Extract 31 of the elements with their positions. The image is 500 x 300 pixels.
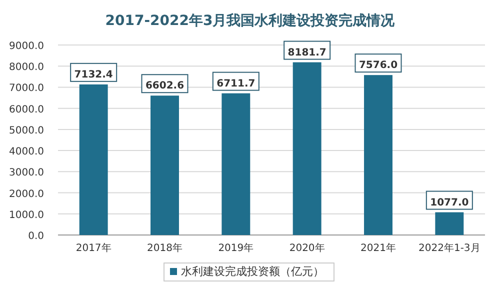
y-tick-label: 7000.0 bbox=[9, 83, 44, 94]
text: 8181.7 bbox=[288, 47, 326, 58]
bar bbox=[150, 96, 179, 235]
x-tick-label: 2021年 bbox=[360, 242, 396, 254]
text: 1077.0 bbox=[430, 197, 469, 208]
bar bbox=[435, 212, 464, 235]
y-tick-label: 2000.0 bbox=[9, 188, 44, 200]
bar bbox=[222, 93, 250, 235]
bar bbox=[292, 62, 322, 235]
x-tick-label: 2022年1-3月 bbox=[418, 242, 480, 254]
y-tick-label: 9000.0 bbox=[9, 41, 44, 52]
y-tick-label: 1000.0 bbox=[9, 210, 44, 221]
x-tick-label: 2017年 bbox=[76, 242, 112, 254]
chart-title: 2017-2022年3月我国水利建设投资完成情况 bbox=[105, 12, 396, 29]
y-tick-label: 5000.0 bbox=[9, 125, 44, 136]
text: 7576.0 bbox=[358, 60, 398, 72]
legend: 水利建设完成投资额（亿元） bbox=[164, 262, 334, 282]
y-tick-label: 8000.0 bbox=[9, 62, 44, 74]
y-tick-label: 6000.0 bbox=[9, 104, 44, 116]
y-tick-label: 3000.0 bbox=[9, 168, 44, 179]
text: 6602.6 bbox=[145, 80, 184, 92]
x-tick-label: 2020年 bbox=[289, 242, 325, 254]
x-tick-label: 2019年 bbox=[218, 242, 254, 254]
legend-label: 水利建设完成投资额（亿元） bbox=[181, 265, 324, 278]
x-tick-label: 2018年 bbox=[147, 242, 182, 254]
text: 7132.4 bbox=[74, 69, 113, 80]
bar bbox=[79, 84, 108, 235]
bar bbox=[364, 75, 392, 235]
text: 6711.7 bbox=[216, 78, 256, 90]
y-tick-label: 4000.0 bbox=[9, 146, 44, 158]
y-tick-label: 0.0 bbox=[28, 231, 44, 242]
